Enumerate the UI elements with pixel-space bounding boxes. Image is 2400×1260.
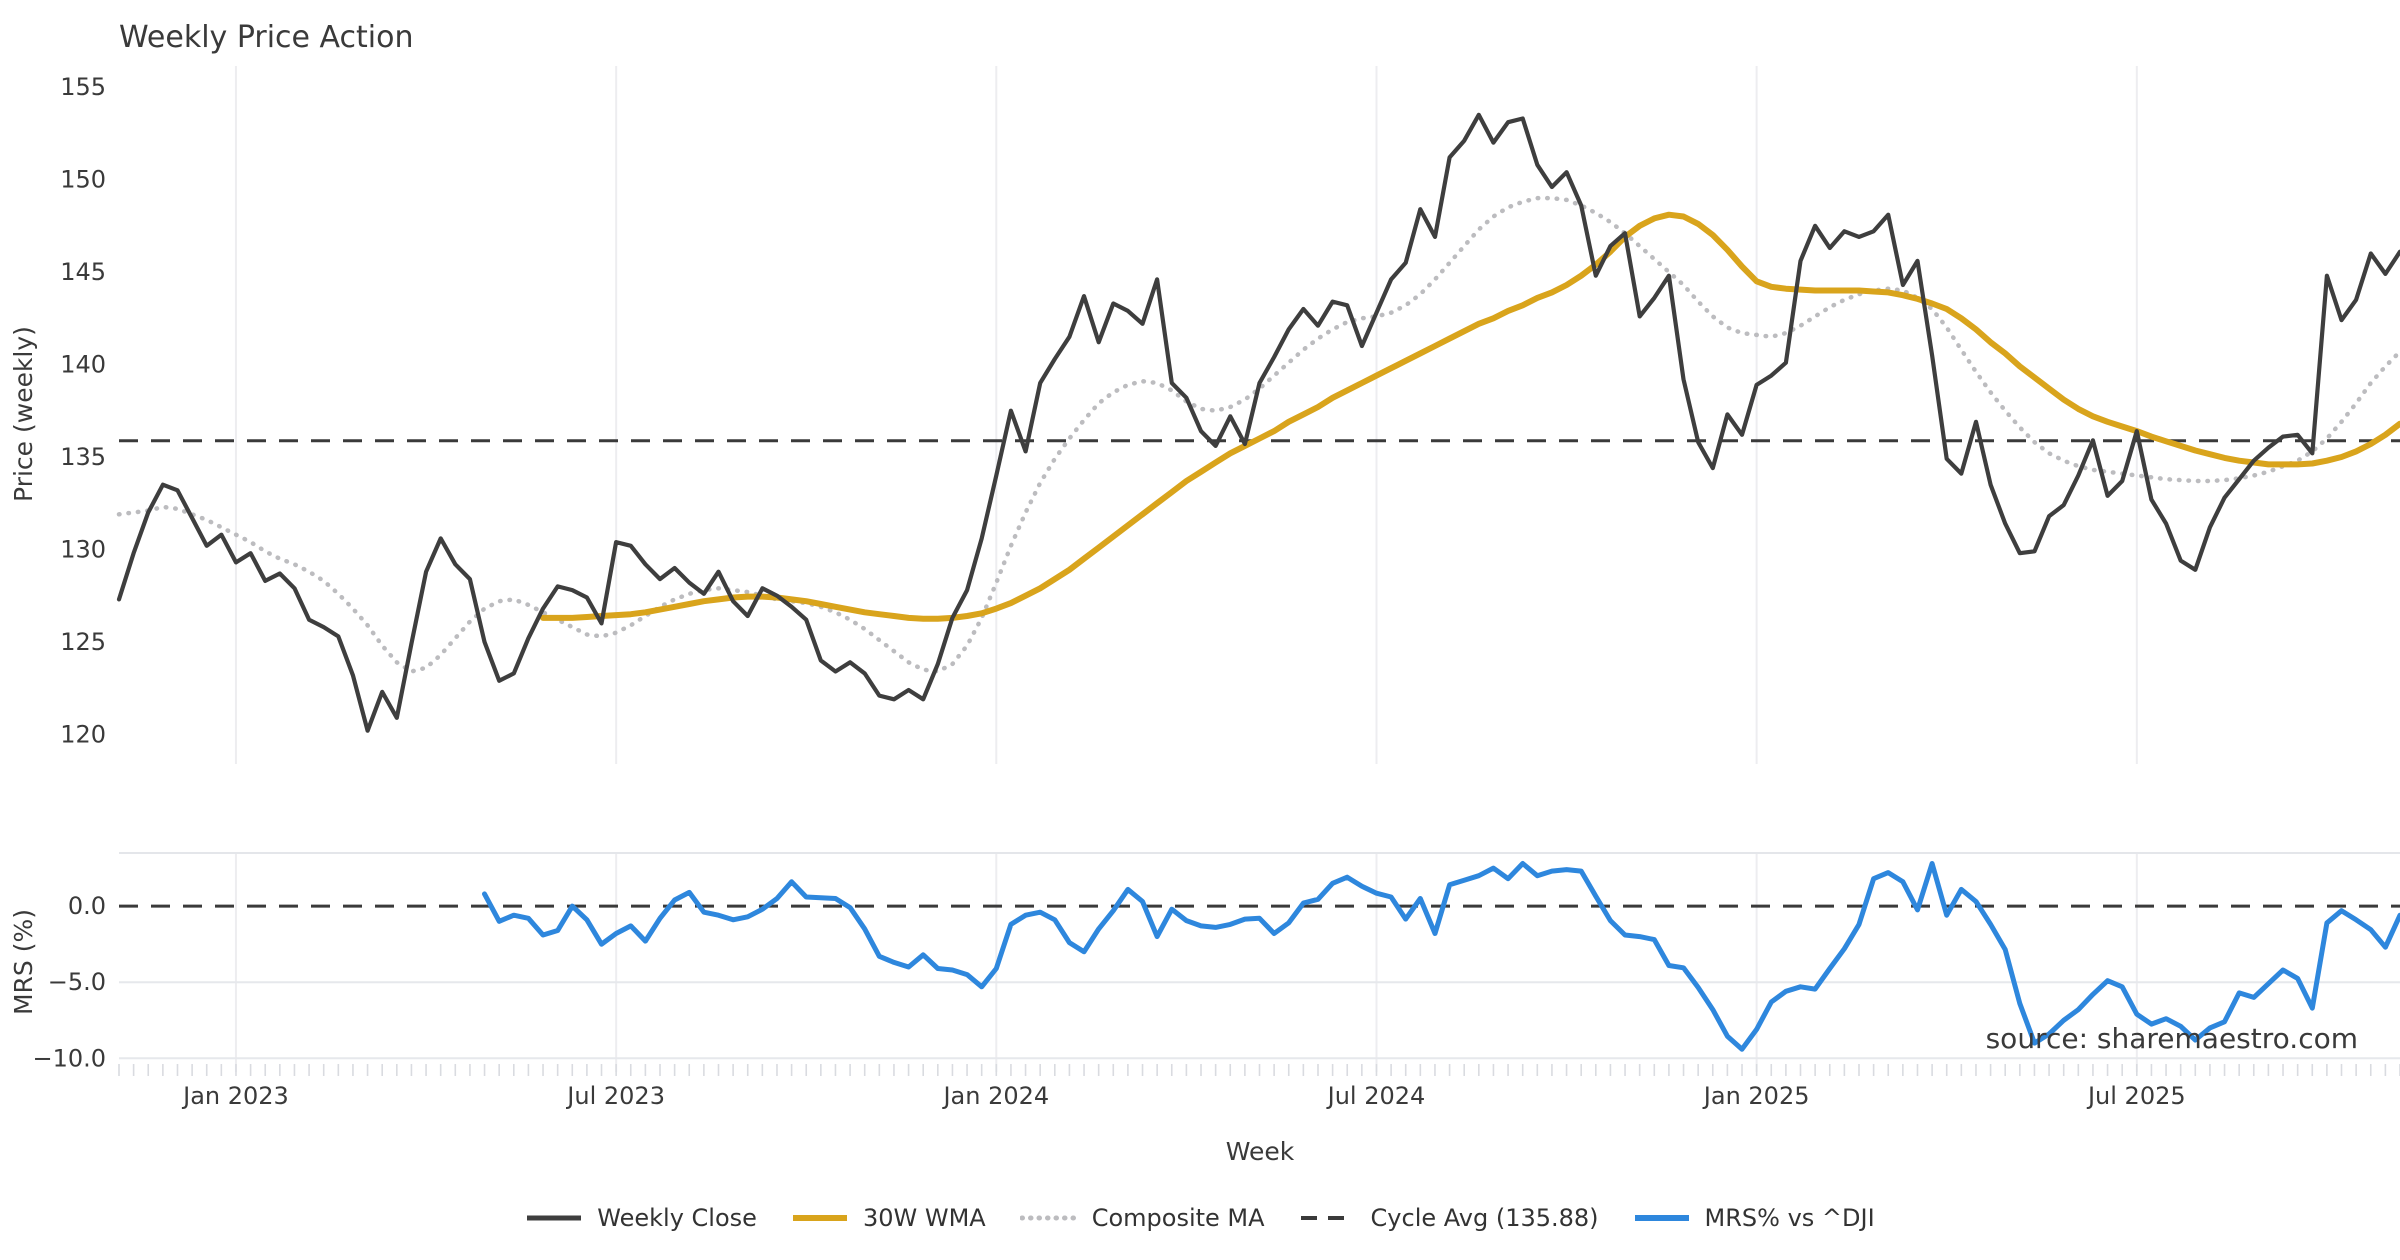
price-tick-label: 155: [60, 73, 106, 101]
price-axis-title: Price (weekly): [9, 326, 38, 502]
weekly-close-line: [116, 112, 2400, 733]
legend-item-mrs-vs-dji: MRS% vs ^DJI: [1633, 1204, 1875, 1232]
mrs-tick-label: 0.0: [68, 892, 106, 920]
legend-line-sample: [1019, 1215, 1078, 1221]
legend-label: MRS% vs ^DJI: [1704, 1204, 1875, 1232]
x-tick-label: Jul 2024: [1326, 1082, 1426, 1110]
legend-item-weekly-close: Weekly Close: [525, 1204, 757, 1232]
mrs-axis-title: MRS (%): [9, 909, 38, 1015]
price-tick-label: 125: [60, 628, 106, 656]
legend-line-sample: [527, 1215, 582, 1221]
legend-label: Cycle Avg (135.88): [1370, 1204, 1599, 1232]
series-lines: [116, 112, 2400, 1052]
gridlines: [118, 66, 2400, 1076]
legend-item-30w-wma: 30W WMA: [791, 1204, 986, 1232]
price-tick-label: 135: [60, 443, 106, 471]
legend-label: Composite MA: [1091, 1204, 1265, 1232]
x-tick-label: Jul 2023: [565, 1082, 665, 1110]
mrs-line: [482, 861, 2400, 1052]
price-tick-label: 150: [60, 166, 106, 194]
legend-line-sample: [1300, 1216, 1355, 1220]
x-tick-label: Jan 2025: [1702, 1082, 1810, 1110]
chart-legend: Weekly Close 30W WMA Composite MA Cycle Avg…: [0, 1204, 2400, 1232]
legend-line-sample: [1634, 1215, 1689, 1221]
x-tick-label: Jul 2025: [2086, 1082, 2186, 1110]
price-tick-label: 120: [60, 720, 106, 748]
legend-label: Weekly Close: [597, 1204, 757, 1232]
x-axis-title: Week: [1226, 1137, 1295, 1166]
mrs-tick-label: −10.0: [32, 1044, 106, 1072]
legend-line-sample: [792, 1215, 847, 1221]
mrs-tick-label: −5.0: [48, 968, 106, 996]
x-tick-label: Jan 2023: [181, 1082, 289, 1110]
x-tick-label: Jan 2024: [941, 1082, 1049, 1110]
composite-ma-line: [116, 195, 2400, 674]
legend-label: 30W WMA: [862, 1204, 986, 1232]
price-tick-label: 130: [60, 535, 106, 563]
legend-item-cycle-avg-135-88: Cycle Avg (135.88): [1299, 1204, 1599, 1232]
price-tick-label: 145: [60, 258, 106, 286]
watermark: source: sharemaestro.com: [1986, 1022, 2358, 1055]
axis-labels: Jan 2023 Jul 2023 Jan 2024 Jul 2024 Jan 2025…: [32, 73, 2185, 1110]
legend-item-composite-ma: Composite MA: [1019, 1204, 1265, 1232]
wma-30w-line: [540, 211, 2400, 622]
chart-title: Weekly Price Action: [119, 20, 414, 55]
price-tick-label: 140: [60, 351, 106, 379]
